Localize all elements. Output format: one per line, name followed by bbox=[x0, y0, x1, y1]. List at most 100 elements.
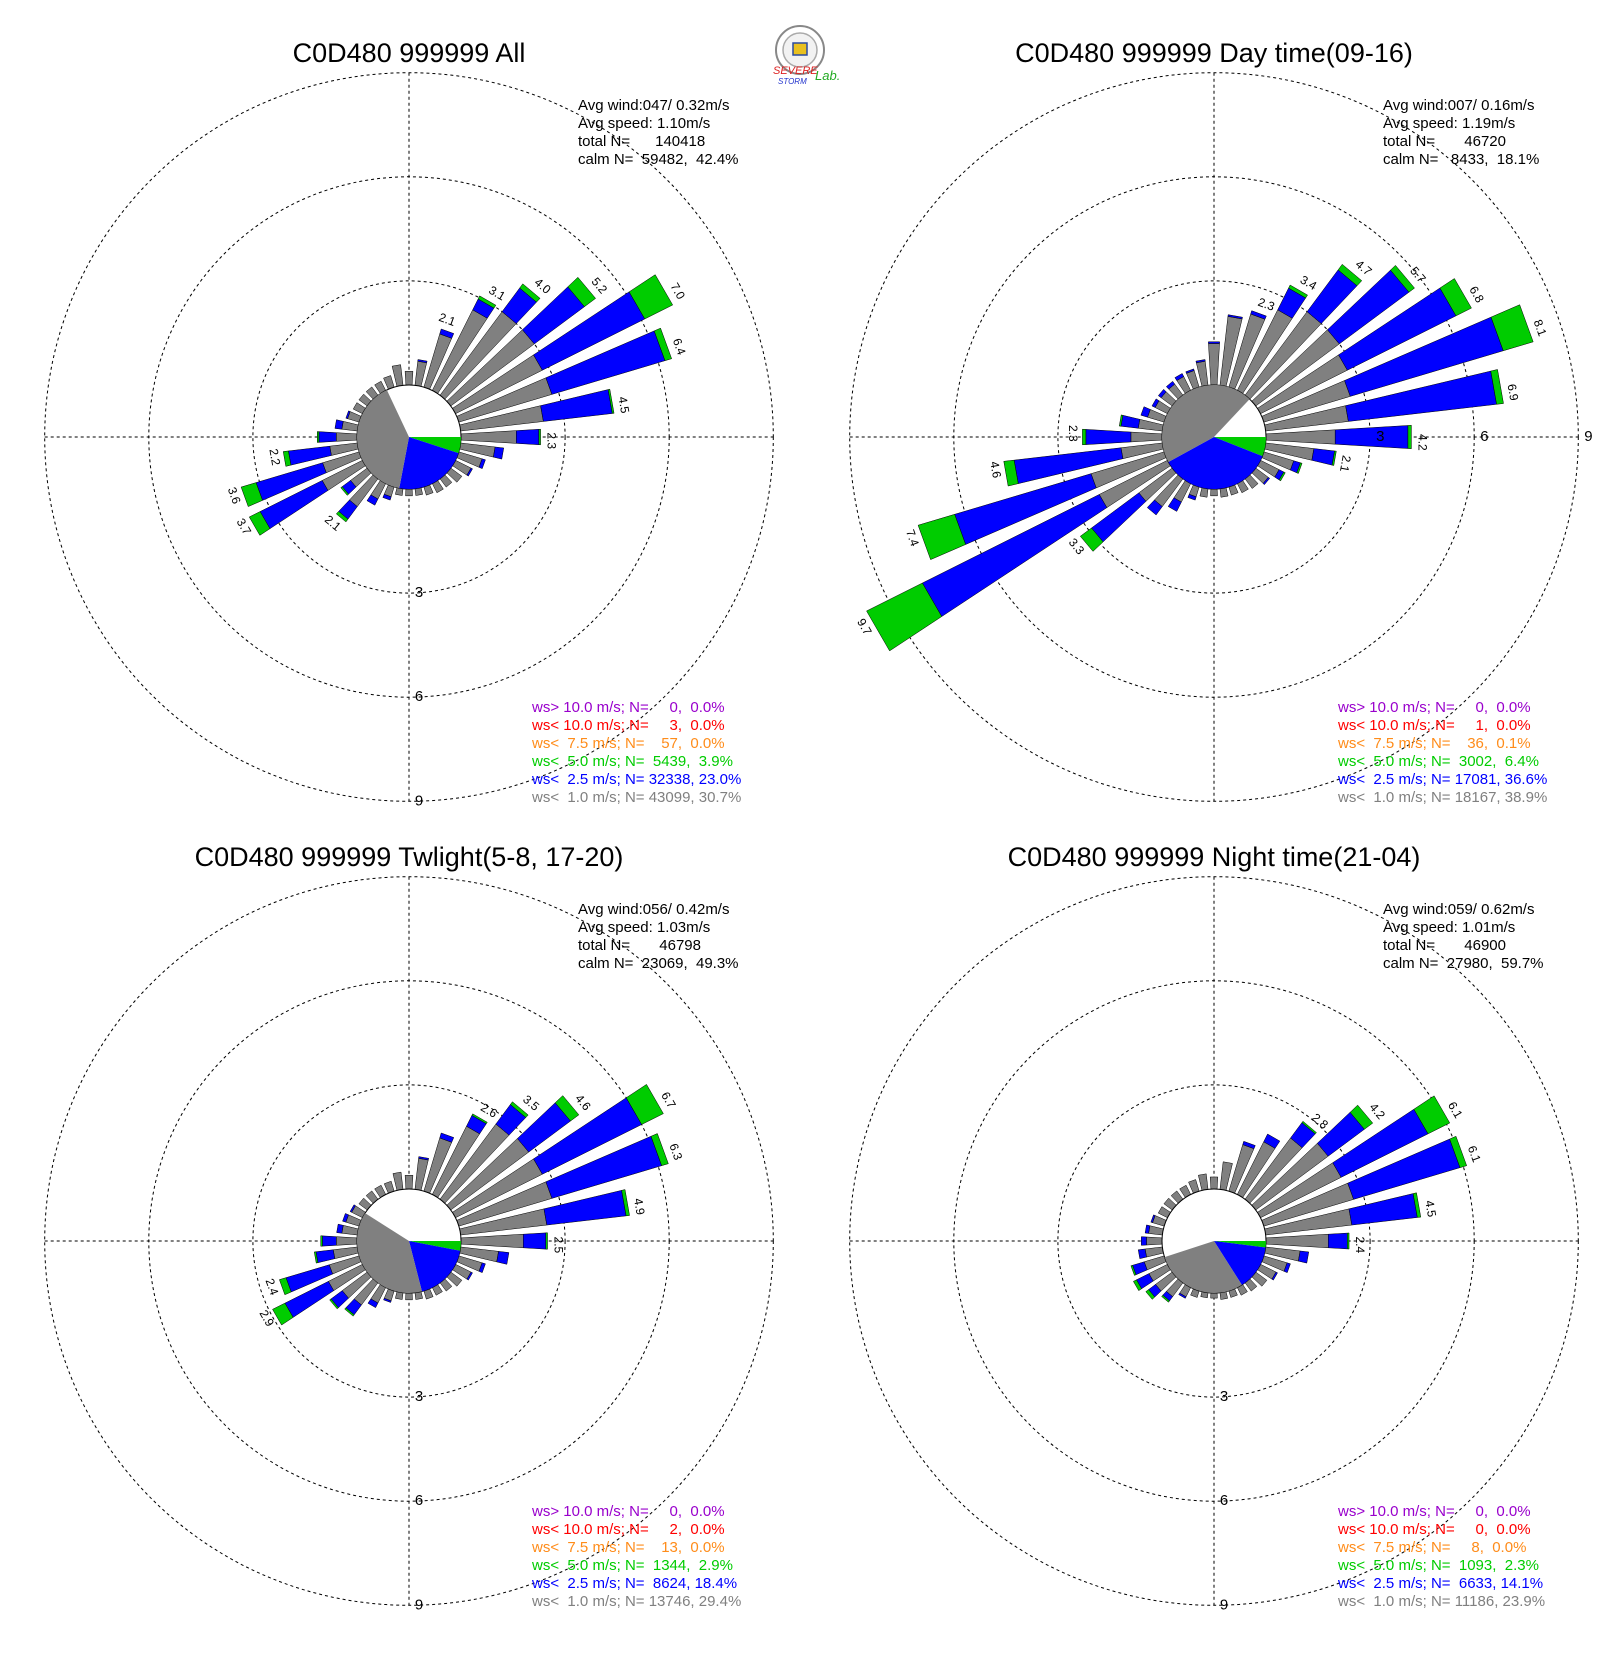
petal-90-blue bbox=[1328, 1232, 1348, 1250]
stat-calm: calm N= 23069, 49.3% bbox=[578, 955, 739, 972]
petal-label-60: 6.7 bbox=[658, 1089, 679, 1111]
petal-260-blue bbox=[1137, 1248, 1147, 1259]
legend-entry-red: ws< 10.0 m/s; N= 0, 0.0% bbox=[1337, 1521, 1531, 1538]
severe-storm-lab-logo: SEVERE STORM Lab. bbox=[773, 25, 840, 86]
petal-label-250: 3.6 bbox=[225, 485, 244, 506]
petal-label-250: 2.4 bbox=[263, 1277, 282, 1298]
petal-0-grey bbox=[1209, 1176, 1219, 1190]
legend-entry-grey: ws< 1.0 m/s; N= 43099, 30.7% bbox=[531, 789, 741, 806]
petal-90-blue bbox=[516, 429, 540, 445]
range-ring-1 bbox=[252, 1084, 566, 1398]
petal-40-green bbox=[1337, 263, 1363, 287]
petal-label-260: 2.2 bbox=[266, 448, 283, 467]
petal-280-blue bbox=[1144, 1224, 1151, 1234]
petal-120-blue bbox=[466, 1271, 473, 1281]
petal-320-blue bbox=[1165, 380, 1176, 390]
petal-20-blue bbox=[439, 328, 455, 339]
petal-70-green bbox=[650, 1133, 669, 1166]
petal-label-80: 6.9 bbox=[1505, 383, 1522, 402]
petal-190-grey bbox=[1199, 487, 1209, 498]
legend-entry-orange: ws< 7.5 m/s; N= 13, 0.0% bbox=[531, 1539, 725, 1556]
petal-0-grey bbox=[404, 1174, 414, 1190]
stat-avg-speed: Avg speed: 1.03m/s bbox=[578, 919, 710, 936]
petal-60-green bbox=[1413, 1095, 1451, 1135]
petal-70-green bbox=[653, 327, 672, 361]
petal-180-grey bbox=[1210, 1292, 1218, 1299]
ring-label-2: 6 bbox=[415, 1492, 423, 1509]
petal-260-blue bbox=[315, 1249, 336, 1264]
petal-40-green bbox=[510, 1101, 529, 1118]
legend-entry-orange: ws< 7.5 m/s; N= 57, 0.0% bbox=[531, 735, 725, 752]
petal-label-60: 6.1 bbox=[1445, 1099, 1466, 1121]
petal-280-blue bbox=[334, 419, 344, 430]
petal-label-40: 4.0 bbox=[532, 275, 554, 297]
petal-label-70: 8.1 bbox=[1531, 318, 1550, 339]
petal-300-blue bbox=[349, 1204, 356, 1213]
stat-calm: calm N= 59482, 42.4% bbox=[578, 151, 739, 168]
petal-220-blue bbox=[1146, 499, 1163, 516]
stat-avg-speed: Avg speed: 1.01m/s bbox=[1383, 919, 1515, 936]
petal-250-green bbox=[279, 1277, 292, 1296]
legend-entry-red: ws< 10.0 m/s; N= 1, 0.0% bbox=[1337, 717, 1531, 734]
petal-280-grey bbox=[341, 1225, 359, 1236]
petal-180-grey bbox=[1210, 488, 1218, 497]
petal-70-green bbox=[1449, 1135, 1468, 1168]
petal-label-260: 4.6 bbox=[987, 460, 1004, 479]
ring-label-1: 3 bbox=[1220, 1388, 1228, 1405]
petal-80-green bbox=[621, 1189, 630, 1217]
ring-label-3: 9 bbox=[1220, 1596, 1228, 1613]
legend-entry-grey: ws< 1.0 m/s; N= 13746, 29.4% bbox=[531, 1593, 741, 1610]
logo-text-storm: STORM bbox=[778, 77, 807, 86]
petal-label-50: 4.2 bbox=[1367, 1100, 1389, 1122]
petal-200-blue bbox=[382, 493, 392, 501]
petal-30-green bbox=[477, 295, 497, 309]
petal-80-blue bbox=[1348, 1193, 1418, 1226]
legend-entry-red: ws< 10.0 m/s; N= 3, 0.0% bbox=[531, 717, 725, 734]
petal-label-60: 6.8 bbox=[1466, 284, 1487, 306]
petal-100-blue bbox=[1298, 1250, 1310, 1264]
petal-10-blue bbox=[1227, 314, 1243, 320]
ring-label-2: 6 bbox=[415, 688, 423, 705]
petal-210-blue bbox=[366, 494, 379, 506]
stat-total: total N= 46900 bbox=[1383, 937, 1506, 954]
petal-label-100: 2.1 bbox=[1337, 454, 1354, 473]
petal-240-green bbox=[1133, 1279, 1142, 1291]
petal-350-grey bbox=[1196, 360, 1209, 387]
petal-170-grey bbox=[1219, 487, 1229, 498]
petal-270-green bbox=[1082, 428, 1087, 446]
legend-entry-purple: ws> 10.0 m/s; N= 0, 0.0% bbox=[531, 699, 725, 716]
petal-label-250: 7.4 bbox=[903, 528, 922, 549]
petal-label-30: 3.4 bbox=[1298, 273, 1320, 294]
petal-0-grey bbox=[1208, 343, 1220, 386]
petal-210-blue bbox=[1167, 497, 1182, 512]
petal-60-green bbox=[628, 274, 674, 320]
petal-label-60: 7.0 bbox=[667, 280, 688, 302]
petal-10-blue bbox=[418, 1156, 429, 1161]
ring-label-3: 9 bbox=[415, 1596, 423, 1613]
petal-100-blue bbox=[493, 446, 505, 460]
petal-90-grey bbox=[1265, 429, 1336, 445]
petal-270-blue bbox=[322, 1235, 337, 1247]
petal-250-green bbox=[1130, 1264, 1137, 1276]
petal-50-green bbox=[554, 1095, 580, 1122]
petal-120-blue bbox=[1271, 1271, 1278, 1281]
petal-270-grey bbox=[336, 1236, 358, 1246]
wind-rose-panel-2: C0D480 999999 Day time(09-16) 2.3 3.4 4.7 5.… bbox=[849, 38, 1593, 806]
stat-avg-wind: Avg wind:056/ 0.42m/s bbox=[578, 901, 729, 918]
petal-90-grey bbox=[460, 430, 517, 444]
calm-pie-blue bbox=[399, 437, 459, 489]
petal-210-blue bbox=[1178, 1292, 1187, 1299]
petal-80-green bbox=[1412, 1192, 1422, 1218]
petal-60-green bbox=[625, 1084, 664, 1125]
legend-entry-orange: ws< 7.5 m/s; N= 8, 0.0% bbox=[1337, 1539, 1526, 1556]
petal-260-green bbox=[313, 1251, 319, 1264]
petal-270-blue bbox=[318, 431, 337, 443]
petal-240-green bbox=[866, 582, 943, 652]
petal-280-blue bbox=[1120, 414, 1141, 429]
panel-title: C0D480 999999 Day time(09-16) bbox=[1015, 38, 1413, 68]
petal-label-extra-20: 2.1 bbox=[437, 310, 458, 329]
legend-entry-purple: ws> 10.0 m/s; N= 0, 0.0% bbox=[531, 1503, 725, 1520]
logo-seal-emblem bbox=[792, 42, 808, 56]
legend-entry-green: ws< 5.0 m/s; N= 1344, 2.9% bbox=[531, 1557, 733, 1574]
petal-0-grey bbox=[404, 370, 414, 386]
